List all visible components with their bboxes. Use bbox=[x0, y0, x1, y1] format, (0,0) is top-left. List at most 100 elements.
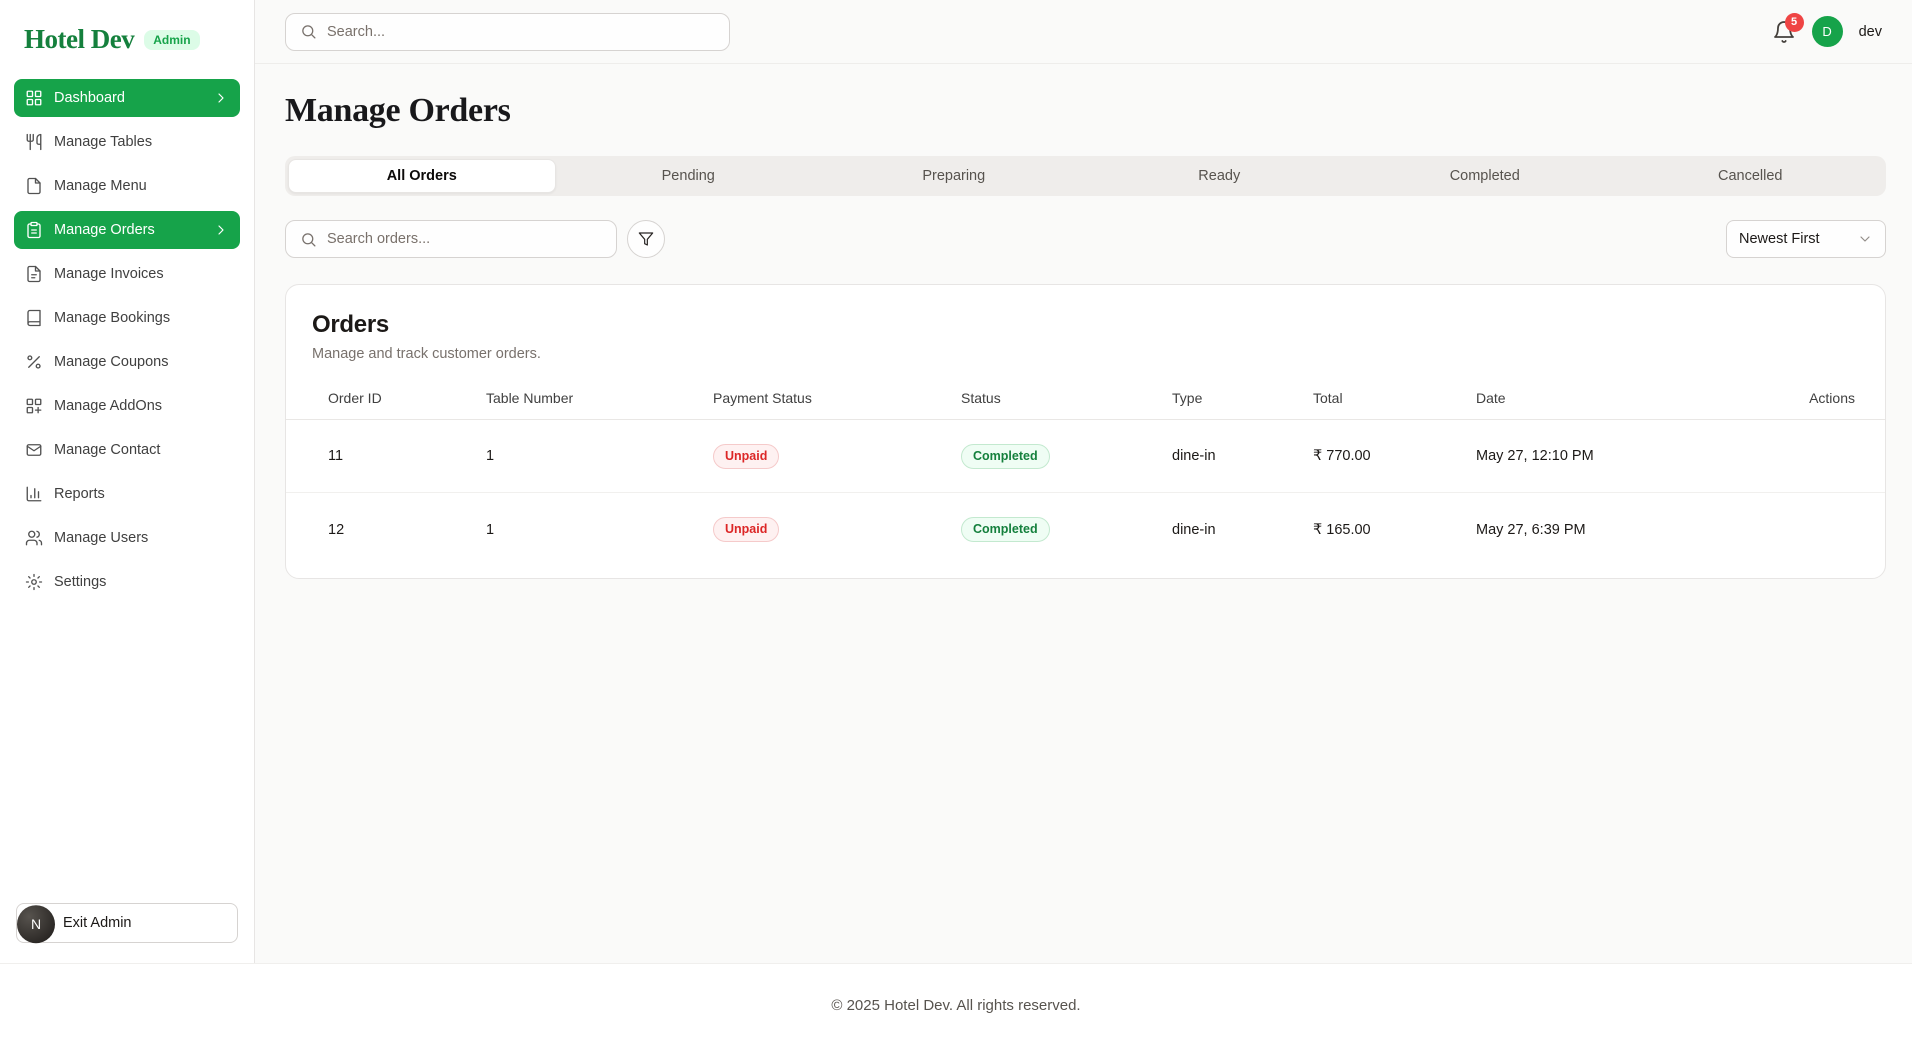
total-cell: ₹ 770.00 bbox=[1313, 448, 1371, 464]
date-cell: May 27, 6:39 PM bbox=[1476, 521, 1586, 538]
filter-row: Newest First bbox=[285, 220, 1886, 258]
payment-status-cell: Unpaid bbox=[713, 443, 961, 469]
type-cell: dine-in bbox=[1172, 448, 1216, 464]
sidebar-item-manage-menu[interactable]: Manage Menu bbox=[14, 167, 240, 205]
search-icon bbox=[300, 23, 317, 40]
type-cell: dine-in bbox=[1172, 521, 1216, 538]
sidebar-item-label: Manage Users bbox=[54, 530, 149, 546]
sidebar-item-manage-tables[interactable]: Manage Tables bbox=[14, 123, 240, 161]
sidebar-item-manage-coupons[interactable]: Manage Coupons bbox=[14, 343, 240, 381]
sidebar-item-label: Manage Bookings bbox=[54, 310, 171, 326]
column-header-status: Status bbox=[961, 389, 1001, 406]
sidebar-item-manage-invoices[interactable]: Manage Invoices bbox=[14, 255, 240, 293]
tab-cancelled[interactable]: Cancelled bbox=[1718, 168, 1783, 184]
column-header-order-id: Order ID bbox=[328, 389, 382, 406]
column-header-actions: Actions bbox=[1809, 389, 1855, 406]
notifications-button[interactable]: 5 bbox=[1772, 12, 1804, 44]
table-number-cell: 1 bbox=[486, 448, 495, 464]
sidebar-item-manage-users[interactable]: Manage Users bbox=[14, 519, 240, 557]
copyright-text: © 2025 Hotel Dev. All rights reserved. bbox=[831, 997, 1081, 1014]
date-cell: May 27, 12:10 PM bbox=[1476, 448, 1594, 464]
order-status-tabs: All Orders Pending Preparing Ready Completed… bbox=[285, 156, 1886, 196]
sidebar-item-icon bbox=[25, 441, 43, 459]
column-header-type: Type bbox=[1172, 389, 1203, 406]
column-header-table-number: Table Number bbox=[486, 389, 574, 406]
order-id-cell: 11 bbox=[328, 448, 344, 464]
sidebar-item-icon bbox=[25, 353, 43, 371]
sidebar-item-icon bbox=[25, 485, 43, 503]
sidebar-item-label: Dashboard bbox=[54, 90, 125, 106]
column-header-payment-status: Payment Status bbox=[713, 389, 812, 406]
chevron-right-icon bbox=[213, 222, 229, 238]
username-label: dev bbox=[1858, 23, 1882, 40]
tab-ready[interactable]: Ready bbox=[1198, 168, 1241, 184]
sidebar-item-icon bbox=[25, 265, 43, 283]
sidebar-item-label: Manage Invoices bbox=[54, 266, 164, 282]
orders-card-title: Orders bbox=[312, 311, 389, 338]
sidebar-item-label: Manage Tables bbox=[54, 134, 153, 150]
sidebar-nav: Dashboard Manage Tables Manage Menu Mana… bbox=[0, 71, 254, 615]
orders-card-subtitle: Manage and track customer orders. bbox=[312, 346, 541, 362]
sidebar-item-manage-bookings[interactable]: Manage Bookings bbox=[14, 299, 240, 337]
total-cell: ₹ 165.00 bbox=[1313, 521, 1371, 538]
sidebar-item-label: Manage Menu bbox=[54, 178, 147, 194]
sidebar-item-icon bbox=[25, 133, 43, 151]
orders-search-input[interactable] bbox=[327, 231, 602, 247]
actions-cell bbox=[1806, 443, 1855, 469]
global-search-box bbox=[285, 12, 730, 51]
orders-table-body: 11 1 Unpaid Completed dine-in ₹ 770.00 M… bbox=[286, 420, 1885, 566]
chevron-down-icon bbox=[1857, 231, 1873, 247]
table-number-cell: 1 bbox=[486, 521, 495, 538]
actions-cell bbox=[1806, 517, 1855, 543]
sidebar-item-label: Manage AddOns bbox=[54, 398, 163, 414]
global-search-input[interactable] bbox=[327, 23, 715, 40]
sort-dropdown[interactable]: Newest First bbox=[1726, 220, 1886, 258]
topbar: 5 D dev bbox=[255, 0, 1912, 64]
sidebar-item-label: Manage Orders bbox=[54, 222, 155, 238]
sidebar-item-icon bbox=[25, 573, 43, 591]
tab-all-orders[interactable]: All Orders bbox=[288, 159, 556, 193]
profile-avatar[interactable]: D bbox=[1811, 16, 1843, 47]
orders-search-box bbox=[285, 220, 617, 258]
tab-pending[interactable]: Pending bbox=[661, 168, 715, 184]
brand: Hotel Dev Admin bbox=[0, 0, 254, 71]
column-header-total: Total bbox=[1313, 389, 1343, 406]
sidebar-item-icon bbox=[25, 309, 43, 327]
payment-status-cell: Unpaid bbox=[713, 517, 961, 542]
sidebar-item-reports[interactable]: Reports bbox=[14, 475, 240, 513]
sidebar-item-dashboard[interactable]: Dashboard bbox=[14, 79, 240, 117]
page-footer: © 2025 Hotel Dev. All rights reserved. bbox=[0, 963, 1912, 1047]
order-id-cell: 12 bbox=[328, 521, 345, 538]
chevron-right-icon bbox=[213, 90, 229, 106]
row-actions-button[interactable] bbox=[1833, 517, 1855, 539]
sidebar-footer: N Exit Admin bbox=[0, 887, 254, 963]
admin-badge: Admin bbox=[144, 29, 200, 50]
sidebar-item-manage-addons[interactable]: Manage AddOns bbox=[14, 387, 240, 425]
main-area: 5 D dev Manage Orders All Orders Pending P… bbox=[255, 0, 1912, 963]
sidebar-item-manage-contact[interactable]: Manage Contact bbox=[14, 431, 240, 469]
status-badge: Completed bbox=[961, 443, 1050, 469]
search-icon bbox=[300, 231, 317, 248]
brand-logo: Hotel Dev bbox=[24, 24, 135, 54]
row-actions-button[interactable] bbox=[1833, 443, 1855, 465]
sort-dropdown-value: Newest First bbox=[1739, 231, 1820, 247]
status-badge: Completed bbox=[961, 517, 1050, 542]
sidebar-item-settings[interactable]: Settings bbox=[14, 563, 240, 601]
sidebar-item-manage-orders[interactable]: Manage Orders bbox=[14, 211, 240, 249]
sidebar-item-icon bbox=[25, 529, 43, 547]
sidebar-item-label: Manage Coupons bbox=[54, 354, 169, 370]
funnel-icon bbox=[638, 231, 654, 247]
sidebar-item-icon bbox=[25, 177, 43, 195]
sidebar-item-label: Reports bbox=[54, 486, 105, 502]
tab-preparing[interactable]: Preparing bbox=[922, 168, 986, 184]
sidebar-user-avatar: N bbox=[17, 905, 55, 944]
page-content: Manage Orders All Orders Pending Preparing… bbox=[255, 64, 1912, 963]
status-cell: Completed bbox=[961, 443, 1172, 469]
sidebar-item-label: Manage Contact bbox=[54, 442, 161, 458]
bell-icon bbox=[1772, 20, 1796, 44]
notification-count-badge: 5 bbox=[1784, 12, 1804, 32]
filter-button[interactable] bbox=[627, 220, 665, 258]
orders-card: Orders Manage and track customer orders.… bbox=[285, 284, 1886, 579]
tab-completed[interactable]: Completed bbox=[1449, 168, 1520, 184]
